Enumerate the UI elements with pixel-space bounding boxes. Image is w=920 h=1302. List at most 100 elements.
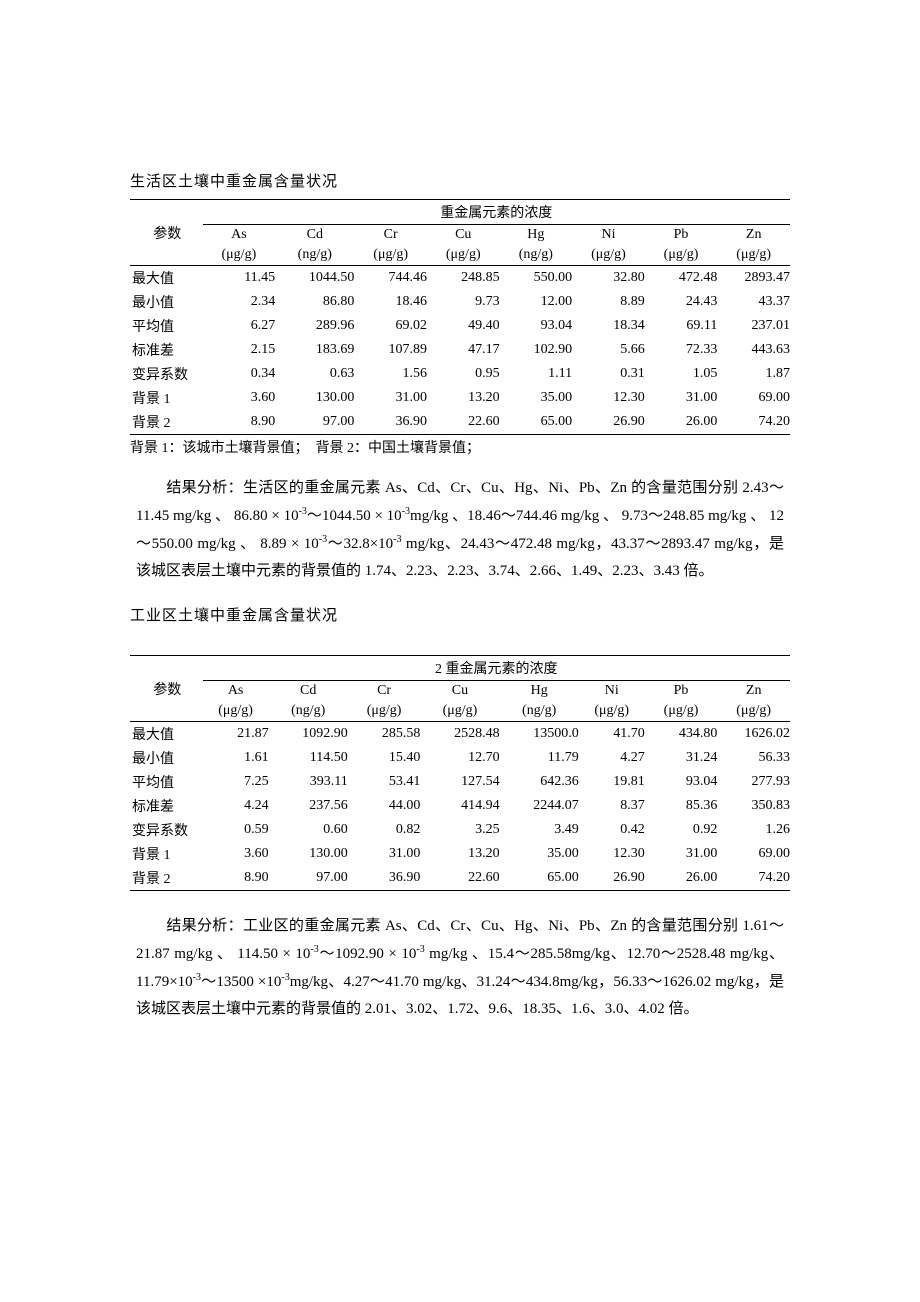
data-cell: 12.70 — [420, 746, 499, 770]
param-label: 最大值 — [130, 722, 203, 747]
table-row: 平均值6.27289.9669.0249.4093.0418.3469.1123… — [130, 314, 790, 338]
data-cell: 1.05 — [645, 362, 718, 386]
unit-header: (μg/g) — [348, 701, 421, 722]
data-cell: 8.90 — [203, 866, 269, 891]
data-cell: 434.80 — [645, 722, 718, 747]
table-row: 背景 13.60130.0031.0013.2035.0012.3031.006… — [130, 386, 790, 410]
param-label: 最小值 — [130, 290, 203, 314]
sup: -3 — [193, 972, 201, 983]
unit-header: (μg/g) — [572, 245, 645, 266]
data-cell: 13.20 — [427, 386, 500, 410]
data-cell: 43.37 — [717, 290, 790, 314]
data-cell: 72.33 — [645, 338, 718, 362]
data-cell: 85.36 — [645, 794, 718, 818]
data-cell: 44.00 — [348, 794, 421, 818]
data-cell: 69.00 — [717, 386, 790, 410]
table1-title: 生活区土壤中重金属含量状况 — [130, 170, 790, 191]
element-header: Hg — [500, 681, 579, 702]
data-cell: 8.89 — [572, 290, 645, 314]
param-label: 平均值 — [130, 770, 203, 794]
analysis1-text: ～1044.50 × 10 — [307, 508, 402, 524]
data-cell: 56.33 — [717, 746, 790, 770]
table1: 参数 重金属元素的浓度 AsCdCrCuHgNiPbZn (μg/g)(ng/g… — [130, 199, 790, 435]
data-cell: 1092.90 — [269, 722, 348, 747]
element-header: Ni — [572, 225, 645, 246]
unit-header: (μg/g) — [203, 245, 276, 266]
element-header: As — [203, 225, 276, 246]
data-cell: 22.60 — [420, 866, 499, 891]
group-header-1: 重金属元素的浓度 — [203, 200, 790, 225]
data-cell: 4.27 — [579, 746, 645, 770]
data-cell: 1.87 — [717, 362, 790, 386]
unit-header: (μg/g) — [203, 701, 269, 722]
unit-header: (ng/g) — [500, 245, 573, 266]
data-cell: 41.70 — [579, 722, 645, 747]
element-header: Cr — [354, 225, 427, 246]
data-cell: 31.00 — [645, 386, 718, 410]
data-cell: 237.01 — [717, 314, 790, 338]
param-label: 标准差 — [130, 338, 203, 362]
sup: -3 — [319, 534, 327, 545]
analysis2-text: ～1092.90 × 10 — [319, 946, 417, 962]
data-cell: 69.02 — [354, 314, 427, 338]
data-cell: 2.34 — [203, 290, 276, 314]
param-header: 参数 — [130, 656, 203, 722]
table-row: 标准差2.15183.69107.8947.17102.905.6672.334… — [130, 338, 790, 362]
data-cell: 130.00 — [269, 842, 348, 866]
data-cell: 11.79 — [500, 746, 579, 770]
data-cell: 15.40 — [348, 746, 421, 770]
data-cell: 11.45 — [203, 266, 276, 291]
data-cell: 69.11 — [645, 314, 718, 338]
data-cell: 0.34 — [203, 362, 276, 386]
unit-header: (μg/g) — [579, 701, 645, 722]
element-header: Ni — [579, 681, 645, 702]
sup: -3 — [416, 944, 424, 955]
data-cell: 53.41 — [348, 770, 421, 794]
data-cell: 31.00 — [348, 842, 421, 866]
data-cell: 31.24 — [645, 746, 718, 770]
table-row: 背景 13.60130.0031.0013.2035.0012.3031.006… — [130, 842, 790, 866]
table-row: 变异系数0.590.600.823.253.490.420.921.26 — [130, 818, 790, 842]
data-cell: 35.00 — [500, 842, 579, 866]
element-header: Pb — [645, 681, 718, 702]
table2: 参数 2 重金属元素的浓度 AsCdCrCuHgNiPbZn (μg/g)(ng… — [130, 655, 790, 891]
sup: -3 — [393, 534, 401, 545]
data-cell: 550.00 — [500, 266, 573, 291]
data-cell: 0.31 — [572, 362, 645, 386]
data-cell: 0.92 — [645, 818, 718, 842]
data-cell: 183.69 — [275, 338, 354, 362]
data-cell: 1.61 — [203, 746, 269, 770]
table-row: 平均值7.25393.1153.41127.54642.3619.8193.04… — [130, 770, 790, 794]
data-cell: 393.11 — [269, 770, 348, 794]
data-cell: 127.54 — [420, 770, 499, 794]
data-cell: 18.46 — [354, 290, 427, 314]
unit-header: (μg/g) — [354, 245, 427, 266]
unit-header: (μg/g) — [427, 245, 500, 266]
data-cell: 69.00 — [717, 842, 790, 866]
sup: -3 — [310, 944, 318, 955]
data-cell: 49.40 — [427, 314, 500, 338]
data-cell: 26.90 — [579, 866, 645, 891]
data-cell: 237.56 — [269, 794, 348, 818]
data-cell: 248.85 — [427, 266, 500, 291]
data-cell: 26.90 — [572, 410, 645, 435]
element-header: Cd — [275, 225, 354, 246]
unit-header: (ng/g) — [269, 701, 348, 722]
param-label: 变异系数 — [130, 362, 203, 386]
data-cell: 8.90 — [203, 410, 276, 435]
table-row: 标准差4.24237.5644.00414.942244.078.3785.36… — [130, 794, 790, 818]
data-cell: 7.25 — [203, 770, 269, 794]
data-cell: 472.48 — [645, 266, 718, 291]
data-cell: 19.81 — [579, 770, 645, 794]
data-cell: 26.00 — [645, 866, 718, 891]
unit-header: (ng/g) — [500, 701, 579, 722]
sup: -3 — [402, 506, 410, 517]
data-cell: 93.04 — [500, 314, 573, 338]
analysis2-paragraph: 结果分析：工业区的重金属元素 As、Cd、Cr、Cu、Hg、Ni、Pb、Zn 的… — [130, 913, 790, 1024]
sup: -3 — [281, 972, 289, 983]
table-row: 背景 28.9097.0036.9022.6065.0026.9026.0074… — [130, 866, 790, 891]
unit-header: (μg/g) — [420, 701, 499, 722]
data-cell: 35.00 — [500, 386, 573, 410]
data-cell: 642.36 — [500, 770, 579, 794]
data-cell: 97.00 — [269, 866, 348, 891]
